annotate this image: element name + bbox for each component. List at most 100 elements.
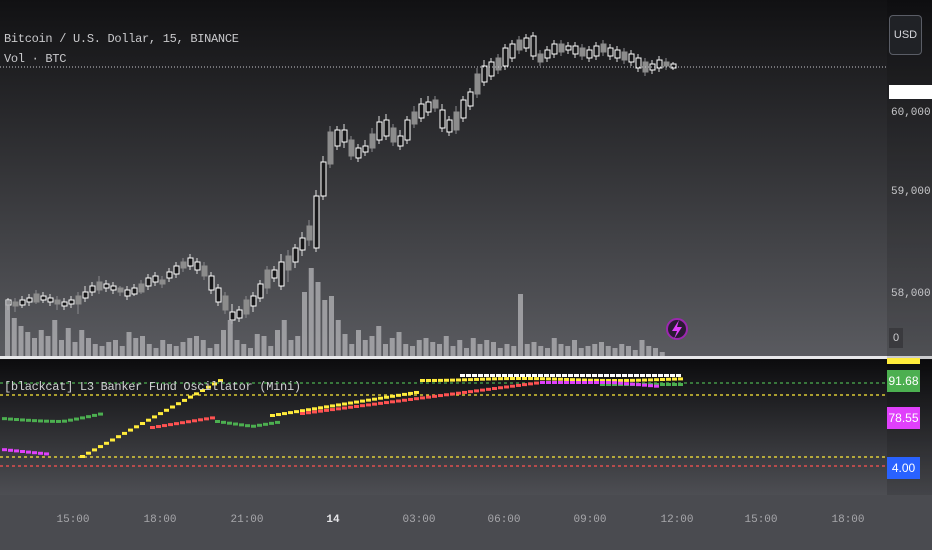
- oscillator-white-step: [484, 374, 489, 377]
- oscillator-yellow-step: [288, 411, 293, 415]
- candle-body: [607, 47, 614, 57]
- oscillator-yellow-step: [390, 394, 395, 398]
- oscillator-red-step: [480, 388, 485, 392]
- currency-button[interactable]: USD: [889, 15, 922, 55]
- oscillator-yellow-step: [492, 377, 497, 381]
- oscillator-green-step: [239, 423, 244, 427]
- oscillator-white-step: [526, 374, 531, 377]
- oscillator-red-step: [402, 398, 407, 402]
- oscillator-yellow-step: [330, 404, 335, 408]
- volume-bar: [322, 300, 328, 356]
- oscillator-magenta-step: [648, 384, 653, 388]
- oscillator-yellow-step: [378, 396, 383, 400]
- oscillator-yellow-step: [122, 431, 127, 435]
- candle-body: [26, 297, 33, 303]
- oscillator-green-step: [606, 383, 611, 386]
- oscillator-yellow-step: [134, 425, 139, 429]
- candle-body: [166, 271, 173, 279]
- oscillator-magenta-step: [624, 382, 629, 386]
- candle-body: [54, 299, 61, 305]
- candle-body: [229, 311, 236, 321]
- candle-body: [621, 51, 628, 61]
- volume-bar: [140, 336, 145, 356]
- volume-bar: [470, 338, 476, 356]
- oscillator-red-step: [354, 404, 359, 408]
- volume-bar: [281, 320, 287, 356]
- candle-body: [320, 161, 327, 197]
- symbol-legend[interactable]: Bitcoin / U.S. Dollar, 15, BINANCE: [4, 32, 239, 46]
- volume-bar: [59, 340, 64, 356]
- candle-body: [159, 279, 166, 285]
- oscillator-green-step: [215, 420, 220, 423]
- oscillator-green-step: [672, 383, 677, 386]
- oscillator-red-step: [522, 383, 527, 387]
- candle-body: [502, 47, 509, 67]
- oscillator-yellow-step: [504, 377, 509, 381]
- oscillator-yellow-step: [444, 378, 449, 382]
- oscillator-yellow-step: [200, 389, 205, 392]
- oscillator-white-step: [514, 374, 519, 377]
- volume-bar: [18, 326, 24, 356]
- oscillator-yellow-step: [116, 435, 121, 439]
- oscillator-red-step: [516, 383, 521, 387]
- volume-bar: [491, 342, 496, 356]
- oscillator-green-step: [68, 418, 73, 422]
- candle-body: [257, 283, 264, 299]
- time-label: 09:00: [573, 514, 607, 526]
- candle-body: [649, 63, 656, 71]
- oscillator-yellow-step: [300, 409, 305, 413]
- oscillator-yellow-step: [218, 379, 223, 383]
- volume-bar: [558, 344, 564, 356]
- oscillator-green-step: [92, 413, 97, 417]
- oscillator-red-step: [306, 411, 311, 415]
- volume-bar: [403, 344, 409, 356]
- candle-body: [495, 57, 502, 71]
- candle-body: [243, 299, 250, 315]
- oscillator-red-step: [372, 402, 377, 406]
- candle-body: [12, 301, 19, 307]
- oscillator-yellow-step: [324, 405, 329, 409]
- candle-body: [663, 61, 670, 67]
- oscillator-green-step: [26, 418, 31, 422]
- oscillator-white-step: [532, 374, 537, 377]
- oscillator-white-step: [634, 374, 639, 377]
- oscillator-white-step: [586, 374, 591, 377]
- volume-bar: [538, 346, 544, 356]
- oscillator-yellow-step: [408, 391, 413, 395]
- oscillator-red-step: [492, 387, 497, 391]
- volume-legend[interactable]: Vol · BTC: [4, 52, 67, 66]
- oscillator-yellow-step: [528, 377, 533, 381]
- candle-body: [208, 275, 215, 291]
- volume-bar: [497, 348, 503, 356]
- oscillator-red-step: [156, 425, 161, 429]
- oscillator-magenta-step: [14, 449, 19, 453]
- oscillator-magenta-step: [630, 382, 635, 386]
- candle-body: [670, 63, 677, 69]
- oscillator-white-step: [598, 374, 603, 377]
- oscillator-white-step: [616, 374, 621, 377]
- oscillator-red-step: [150, 426, 155, 429]
- oscillator-red-step: [396, 399, 401, 403]
- oscillator-white-step: [562, 374, 567, 377]
- time-label: 21:00: [230, 514, 264, 526]
- volume-bar: [369, 336, 375, 356]
- volume-bar: [659, 352, 665, 356]
- oscillator-yellow-step: [164, 408, 169, 412]
- volume-bar: [653, 348, 658, 356]
- oscillator-white-step: [640, 374, 645, 377]
- indicator-legend[interactable]: [blackcat] L3 Banker Fund Oscillator (Mi…: [4, 380, 301, 394]
- oscillator-magenta-step: [594, 381, 599, 384]
- oscillator-red-step: [312, 410, 317, 414]
- volume-bar: [146, 344, 152, 356]
- oscillator-red-step: [174, 422, 179, 426]
- candle-body: [138, 283, 145, 293]
- time-label: 15:00: [56, 514, 90, 526]
- volume-bar: [531, 342, 537, 356]
- oscillator-yellow-step: [534, 377, 539, 381]
- oscillator-red-step: [336, 407, 341, 411]
- oscillator-red-step: [486, 387, 491, 391]
- candle-body: [341, 129, 348, 143]
- oscillator-red-step: [180, 421, 185, 425]
